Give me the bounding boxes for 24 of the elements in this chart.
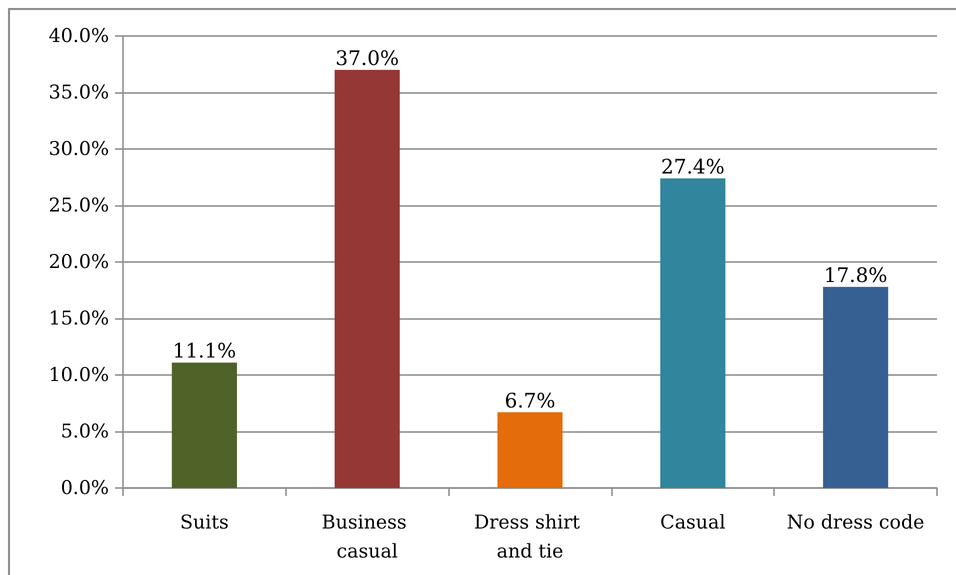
bar: [334, 70, 400, 488]
data-label: 17.8%: [824, 262, 888, 287]
y-tick-label: 15.0%: [48, 308, 109, 330]
data-label: 37.0%: [335, 46, 399, 70]
x-tick-label: No dress code: [786, 512, 924, 534]
bar: [172, 362, 237, 488]
y-tick-label: 30.0%: [48, 138, 109, 160]
x-tick-label: Dress shirt and tie: [474, 512, 586, 562]
y-tick-label: 40.0%: [48, 25, 109, 47]
y-tick-label: 25.0%: [48, 194, 109, 216]
bar: [660, 178, 726, 488]
data-label: 11.1%: [172, 338, 236, 363]
x-tick-label: Suits: [180, 512, 229, 534]
x-tick-label: Business casual: [322, 512, 413, 562]
y-tick-label: 0.0%: [60, 477, 109, 499]
y-tick-label: 35.0%: [48, 82, 109, 104]
data-label: 27.4%: [661, 154, 725, 178]
data-label: 6.7%: [504, 388, 556, 412]
x-tick-label: Casual: [660, 512, 726, 534]
y-tick-label: 10.0%: [48, 364, 109, 386]
y-tick-label: 5.0%: [60, 420, 109, 442]
bar: [497, 412, 563, 488]
y-tick-label: 20.0%: [48, 251, 109, 273]
bar: [823, 286, 888, 488]
